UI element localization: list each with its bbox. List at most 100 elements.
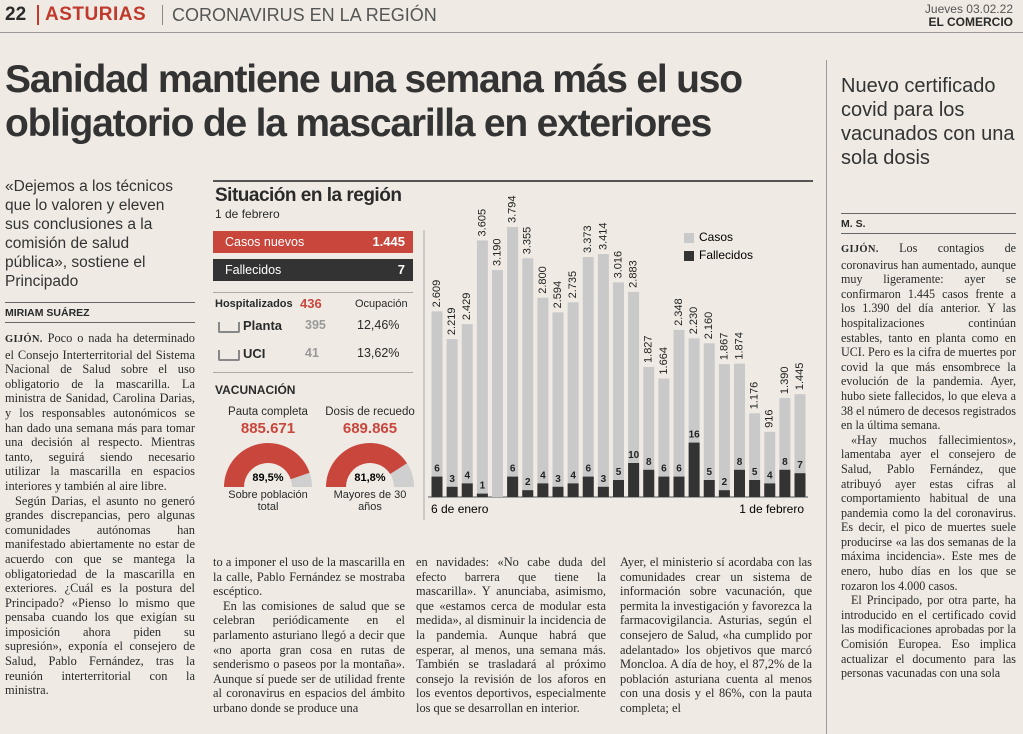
deaths-label: 4 [540, 470, 546, 481]
deaths-bar [688, 442, 700, 497]
vacc-value: 689.865 [342, 420, 398, 437]
gauge-value [224, 443, 310, 487]
rule [5, 322, 195, 323]
cases-bar [718, 364, 730, 497]
sidebar-rule [826, 60, 827, 734]
deaths-bar [779, 469, 791, 497]
gauge-label: 81,8% [354, 472, 385, 484]
cases-bar [431, 311, 443, 497]
legend-label: Fallecidos [699, 248, 753, 262]
rule [841, 233, 1016, 234]
deaths-value: 7 [397, 262, 405, 277]
vacc-label: Dosis de recuedo [325, 406, 415, 418]
deaths-bar [537, 483, 549, 497]
cases-bar [734, 363, 745, 497]
vacc-value: 885.671 [240, 420, 296, 437]
cases-label: Casos nuevos [225, 235, 305, 249]
paragraph: En las comisiones de salud que se celebr… [213, 598, 405, 715]
deaths-bar [703, 480, 715, 497]
rule [213, 292, 413, 293]
hospital-label: Hospitalizados [215, 298, 293, 310]
cases-bar [492, 269, 503, 497]
deaths-bar [476, 493, 488, 497]
deaths-label: 7 [797, 460, 803, 471]
deaths-bar [522, 490, 534, 497]
deaths-bar [461, 483, 473, 497]
cases-label: 1.827 [643, 335, 655, 363]
article-column: Ayer, el ministerio sí acordaba con las … [620, 555, 812, 716]
deaths-bar [628, 463, 640, 497]
paragraph: «Hay muchos fallecimientos», lamentaba a… [841, 432, 1016, 593]
occupancy-label: Ocupación [355, 298, 408, 310]
deaths-bar [749, 480, 761, 497]
vaccination-title: VACUNACIÓN [215, 383, 296, 397]
cases-bar [507, 227, 519, 497]
deaths-label: 8 [782, 457, 788, 468]
deaths-label: 6 [676, 464, 682, 475]
deaths-label: 3 [555, 474, 561, 485]
cases-label: 1.445 [794, 363, 806, 391]
vacc-label: Pauta completa [228, 406, 308, 418]
deaths-bar [552, 486, 564, 497]
legend-swatch [684, 251, 694, 261]
deaths-bar [643, 469, 655, 497]
paragraph: GIJÓN. Poco o nada ha determinado el Con… [5, 331, 195, 494]
cases-bar [673, 329, 685, 497]
paragraph: GIJÓN. Los contagios de coronavirus han … [841, 241, 1016, 433]
rule [5, 302, 195, 303]
cases-label: 3.605 [476, 209, 488, 237]
deaths-label: 2 [722, 477, 728, 488]
bed-icon [218, 350, 240, 361]
cases-label: 3.016 [612, 251, 624, 279]
cases-bar [658, 378, 670, 497]
byline: MIRIAM SUÁREZ [5, 307, 90, 319]
gauge-rest [290, 472, 312, 487]
rule [213, 372, 413, 373]
deaths-label: 8 [646, 457, 652, 468]
infographic-rule [213, 180, 813, 182]
dateline: GIJÓN. [5, 334, 43, 345]
deaths-bar [658, 476, 670, 497]
cases-label: 3.794 [507, 195, 519, 223]
deaths-label: 8 [737, 457, 743, 468]
deaths-label: 3 [449, 474, 455, 485]
deaths-bar [431, 476, 443, 497]
deaths-label: 5 [706, 467, 712, 478]
row-label: Planta [243, 318, 283, 333]
divider [162, 5, 163, 25]
cases-value: 1.445 [372, 234, 405, 249]
deaths-label: 10 [628, 450, 640, 461]
paragraph-text: Los contagios de coronavirus han aumenta… [841, 241, 1016, 433]
cases-label: 2.348 [673, 298, 685, 326]
cases-bar [537, 297, 549, 497]
deaths-label: Fallecidos [225, 263, 282, 277]
cases-label: 3.190 [491, 238, 503, 266]
cases-bar [779, 398, 791, 497]
deaths-label: 5 [616, 467, 622, 478]
deaths-label: 6 [661, 464, 667, 475]
deaths-bar [582, 476, 594, 497]
gauge-value [326, 443, 408, 487]
paragraph: to a imponer el uso de la mascarilla en … [213, 555, 405, 599]
cases-label: 3.355 [522, 227, 534, 255]
cases-label: 2.160 [703, 312, 715, 340]
legend-swatch [684, 233, 694, 243]
cases-bar [794, 394, 806, 497]
cases-label: 3.414 [597, 223, 609, 251]
row-label: UCI [243, 346, 266, 361]
cases-label: 1.664 [658, 347, 670, 375]
paragraph: en navidades: «No cabe duda del efecto b… [416, 555, 606, 715]
article-column: to a imponer el uso de la mascarilla en … [213, 555, 405, 716]
paragraph: El Principado, por otra parte, ha introd… [841, 593, 1016, 681]
cases-label: 1.867 [718, 333, 730, 361]
deaths-bar [718, 490, 730, 497]
row-occupancy: 13,62% [357, 346, 400, 360]
sidebar-text: GIJÓN. Los contagios de coronavirus han … [841, 241, 1016, 681]
vacc-caption: Sobre población total [228, 489, 308, 513]
deaths-label: 6 [585, 464, 591, 475]
cases-bar [461, 324, 473, 497]
infographic-date: 1 de febrero [215, 207, 280, 221]
cases-bar [628, 291, 640, 497]
